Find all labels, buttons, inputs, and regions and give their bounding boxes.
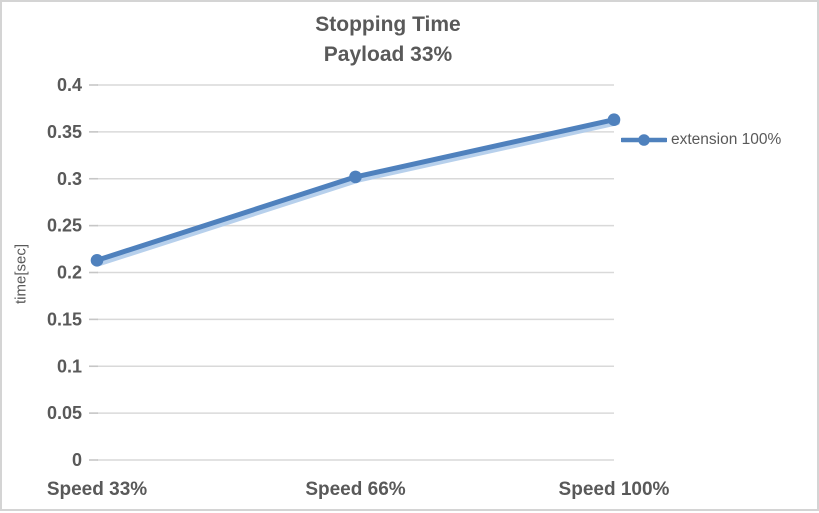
data-point-marker — [90, 254, 104, 267]
series-line-shadow — [98, 120, 620, 266]
chart-title-line2: Payload 33% — [323, 43, 453, 66]
y-axis-tick-label: 0.15 — [47, 309, 82, 329]
chart-title: Stopping Time Payload 33% — [2, 10, 774, 70]
y-axis-tick-label: 0.35 — [47, 122, 82, 142]
chart-title-line1: Stopping Time — [315, 13, 461, 36]
y-axis-tick-label: 0.3 — [57, 169, 82, 189]
data-point-marker — [607, 113, 621, 126]
y-axis-tick-label: 0.25 — [47, 216, 82, 236]
y-axis-tick-label: 0.05 — [47, 403, 82, 423]
y-axis-tick-label: 0.4 — [57, 75, 82, 95]
y-axis-tick-label: 0 — [72, 450, 82, 470]
data-point-marker — [349, 170, 362, 184]
x-axis-category-label: Speed 100% — [559, 479, 670, 500]
x-axis-category-label: Speed 66% — [305, 479, 405, 500]
legend-marker-icon — [621, 134, 667, 146]
y-axis-tick-label: 0.2 — [57, 263, 82, 283]
x-axis-category-label: Speed 33% — [47, 479, 147, 500]
legend: extension 100% — [621, 126, 781, 154]
y-axis-tick-label: 0.1 — [57, 356, 82, 376]
legend-series-label: extension 100% — [671, 131, 782, 148]
